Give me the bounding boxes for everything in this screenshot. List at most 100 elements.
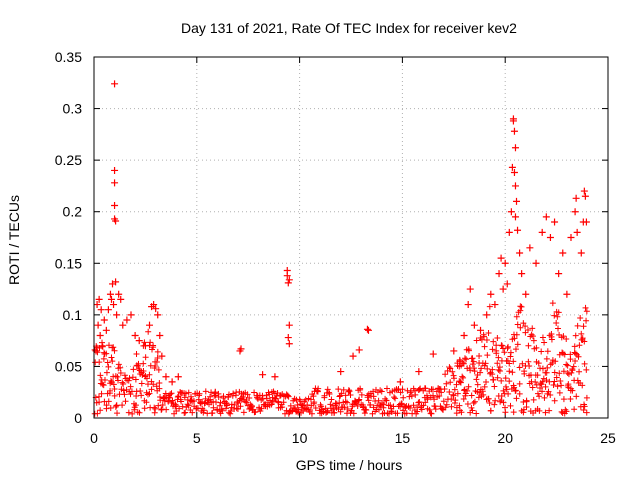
y-tick-label: 0.05: [55, 358, 82, 374]
data-point-cloud: [571, 343, 578, 350]
data-point-cloud: [268, 401, 275, 408]
data-point-cloud: [489, 366, 496, 373]
data-point-cloud: [350, 410, 357, 417]
data-point-cloud: [561, 351, 568, 358]
data-point: [102, 326, 110, 334]
data-point-cloud: [476, 352, 483, 359]
data-point-cloud: [148, 386, 155, 393]
data-point: [532, 259, 540, 267]
data-point-cloud: [185, 389, 192, 396]
data-point-cloud: [218, 406, 225, 413]
data-point-cloud: [482, 360, 489, 367]
data-point-cloud: [430, 392, 437, 399]
data-point-cloud: [279, 404, 286, 411]
data-point-cloud: [551, 397, 558, 404]
data-point-cloud: [450, 391, 457, 398]
data-point-cloud: [560, 368, 567, 375]
data-point-cloud: [363, 407, 370, 414]
plot-frame: [93, 56, 609, 419]
data-point: [104, 306, 112, 314]
data-point: [571, 208, 579, 216]
data-point-cloud: [233, 405, 240, 412]
data-point-cloud: [103, 350, 110, 357]
data-point-cloud: [499, 342, 506, 349]
data-point-cloud: [97, 407, 104, 414]
data-point-cloud: [489, 346, 496, 353]
data-point: [551, 218, 559, 226]
data-point-cloud: [388, 408, 395, 415]
data-point-cloud: [237, 403, 244, 410]
data-point-cloud: [156, 385, 163, 392]
data-point-cloud: [504, 345, 511, 352]
data-point-cloud: [534, 372, 541, 379]
data-point-cloud: [551, 312, 558, 319]
data-point-cloud: [151, 409, 158, 416]
data-point-cloud: [408, 393, 415, 400]
data-point-cloud: [483, 336, 490, 343]
data-point-cloud: [438, 389, 445, 396]
data-point-cloud: [558, 382, 565, 389]
data-point: [237, 345, 245, 353]
data-point: [497, 254, 505, 262]
data-point-cloud: [480, 333, 487, 340]
data-point-cloud: [442, 404, 449, 411]
y-tick-label: 0.35: [55, 49, 82, 65]
data-point-cloud: [511, 335, 518, 342]
data-point: [93, 301, 101, 309]
data-point-cloud: [530, 337, 537, 344]
data-point-cloud: [474, 381, 481, 388]
data-point-cloud: [544, 364, 551, 371]
data-point-cloud: [344, 405, 351, 412]
data-point-cloud: [541, 394, 548, 401]
data-point-cloud: [572, 332, 579, 339]
data-point-cloud: [181, 394, 188, 401]
data-point-cloud: [554, 383, 561, 390]
data-point-cloud: [484, 352, 491, 359]
data-point-cloud: [555, 309, 562, 316]
data-point-cloud: [117, 370, 124, 377]
data-point-cloud: [150, 344, 157, 351]
data-point-cloud: [96, 359, 103, 366]
data-point-cloud: [331, 409, 338, 416]
y-tick-label: 0: [74, 410, 82, 426]
data-point-cloud: [507, 402, 514, 409]
data-point-cloud: [258, 405, 265, 412]
data-point-cloud: [217, 399, 224, 406]
data-point: [499, 285, 507, 293]
data-point-cloud: [110, 381, 117, 388]
data-point-cloud: [387, 402, 394, 409]
x-tick-label: 15: [395, 430, 411, 446]
data-point-cloud: [234, 405, 241, 412]
data-point-cloud: [506, 368, 513, 375]
data-point-cloud: [473, 410, 480, 417]
data-point-cloud: [460, 396, 467, 403]
data-point-cloud: [326, 389, 333, 396]
data-point-cloud: [165, 398, 172, 405]
data-point-cloud: [533, 344, 540, 351]
data-point-cloud: [94, 410, 101, 417]
data-point-cloud: [507, 349, 514, 356]
data-point-cloud: [355, 397, 362, 404]
data-point-cloud: [469, 355, 476, 362]
data-point: [141, 342, 149, 350]
data-point-cloud: [223, 405, 230, 412]
data-point-cloud: [520, 320, 527, 327]
data-point-cloud: [415, 399, 422, 406]
data-point-cloud: [232, 392, 239, 399]
data-point-cloud: [576, 342, 583, 349]
data-point-cloud: [456, 402, 463, 409]
data-point: [113, 311, 121, 319]
data-point: [100, 316, 108, 324]
data-point: [495, 270, 503, 278]
y-tick-label: 0.15: [55, 255, 82, 271]
data-point-cloud: [563, 408, 570, 415]
data-point-cloud: [458, 409, 465, 416]
data-point: [470, 321, 478, 329]
data-point-cloud: [320, 408, 327, 415]
data-point-cloud: [484, 365, 491, 372]
data-point-cloud: [327, 401, 334, 408]
data-point: [111, 166, 119, 174]
data-point-cloud: [494, 360, 501, 367]
data-point-cloud: [512, 387, 519, 394]
